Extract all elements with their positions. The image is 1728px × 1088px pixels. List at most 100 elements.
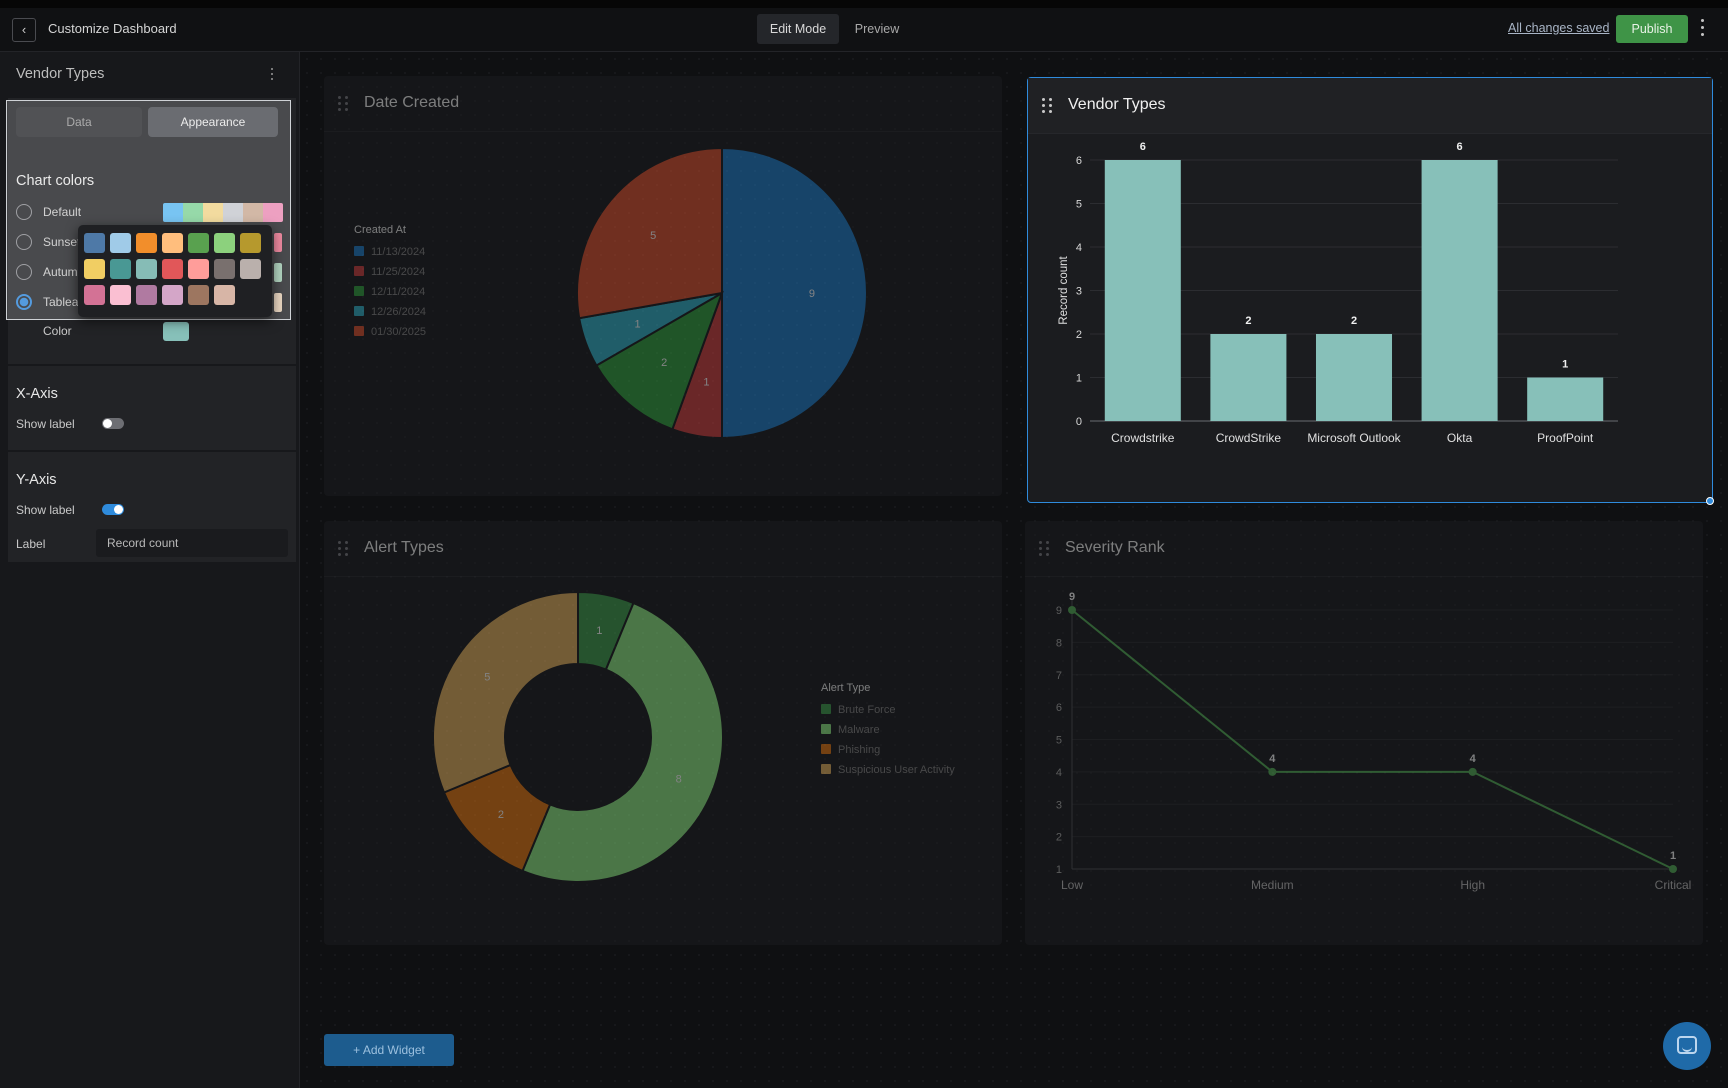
- palette-swatch[interactable]: [188, 259, 209, 279]
- drag-handle-icon[interactable]: [338, 541, 350, 557]
- tab-data[interactable]: Data: [16, 107, 142, 137]
- tab-preview[interactable]: Preview: [854, 22, 900, 36]
- pie-slice: [432, 590, 579, 794]
- x-tick-label: CrowdStrike: [1216, 431, 1282, 445]
- legend-swatch: [821, 744, 831, 754]
- y-axis-label-text: Label: [16, 537, 46, 551]
- drag-handle-icon[interactable]: [1039, 541, 1051, 557]
- pie-slice: [721, 146, 868, 440]
- tab-appearance[interactable]: Appearance: [148, 107, 278, 137]
- legend-label: Suspicious User Activity: [838, 764, 955, 776]
- palette-swatch[interactable]: [188, 285, 209, 305]
- legend-title: Alert Type: [821, 682, 870, 694]
- x-axis-heading: X-Axis: [16, 386, 58, 402]
- color-label: Color: [43, 324, 72, 338]
- autumn-scheme-swatches[interactable]: [274, 263, 282, 282]
- legend-swatch: [354, 246, 364, 256]
- point-value-label: 1: [1670, 850, 1676, 862]
- palette-swatch[interactable]: [136, 285, 157, 305]
- y-tick-label: 5: [1056, 735, 1062, 747]
- resize-handle[interactable]: [1706, 497, 1714, 505]
- widget-header: Date Created: [324, 76, 1002, 132]
- pie-slice: [521, 601, 724, 883]
- data-point: [1669, 865, 1677, 873]
- scheme-label-sunset: Sunset: [43, 235, 81, 249]
- scheme-label-autumn: Autumn: [43, 265, 85, 279]
- x-tick-label: Okta: [1447, 431, 1473, 445]
- tableau-scheme-swatches[interactable]: [274, 293, 282, 312]
- widget-title: Alert Types: [364, 539, 444, 556]
- palette-swatch[interactable]: [162, 259, 183, 279]
- widget-alert-types[interactable]: Alert Types 1 8 2 5 Alert Type Brute Force Mal…: [324, 521, 1002, 945]
- x-axis-show-label-text: Show label: [16, 417, 75, 431]
- y-axis-label-input[interactable]: Record count: [96, 529, 288, 557]
- data-point: [1068, 606, 1076, 614]
- save-status-link[interactable]: All changes saved: [1508, 21, 1610, 35]
- panel-title: Vendor Types: [16, 66, 105, 82]
- y-axis-section: Y-Axis Show label Label Record count: [8, 452, 296, 562]
- widget-header: Vendor Types: [1028, 78, 1712, 134]
- y-tick-label: 1: [1056, 864, 1062, 876]
- radio-sunset[interactable]: [16, 234, 32, 250]
- publish-button[interactable]: Publish: [1616, 15, 1688, 43]
- panel-menu-icon[interactable]: [270, 68, 274, 82]
- palette-swatch[interactable]: [214, 285, 235, 305]
- palette-swatch[interactable]: [214, 259, 235, 279]
- y-axis-label: Record count: [1058, 255, 1070, 324]
- palette-swatch[interactable]: [240, 233, 261, 253]
- radio-tableau[interactable]: [16, 294, 32, 310]
- palette-swatch[interactable]: [188, 233, 209, 253]
- point-value-label: 9: [1069, 591, 1075, 603]
- widget-date-created[interactable]: Date Created 9 1 2 1 5 Created At 11/13/2024 11…: [324, 76, 1002, 496]
- legend-swatch: [354, 306, 364, 316]
- palette-swatch[interactable]: [110, 233, 131, 253]
- palette-swatch[interactable]: [110, 259, 131, 279]
- x-axis-show-label-toggle[interactable]: [102, 418, 124, 429]
- bar: [1210, 334, 1287, 421]
- color-swatch[interactable]: [163, 322, 189, 341]
- legend-swatch: [821, 764, 831, 774]
- palette-swatch[interactable]: [136, 233, 157, 253]
- palette-row: [84, 285, 266, 305]
- legend-label: 12/11/2024: [371, 286, 425, 298]
- radio-default[interactable]: [16, 204, 32, 220]
- widget-vendor-types[interactable]: Vendor Types 0 1 2 3 4 5 6 6 Crowdstrike 2 CrowdSt…: [1027, 77, 1714, 505]
- palette-swatch[interactable]: [240, 259, 261, 279]
- chevron-left-icon[interactable]: ‹: [12, 18, 36, 42]
- y-tick-label: 3: [1056, 799, 1062, 811]
- x-tick-label: ProofPoint: [1537, 431, 1594, 445]
- slice-value-label: 5: [484, 671, 490, 683]
- y-tick-label: 7: [1056, 670, 1062, 682]
- sunset-scheme-swatches[interactable]: [274, 233, 282, 252]
- default-scheme-swatches[interactable]: [163, 203, 283, 222]
- scheme-label-tableau: Tableau: [43, 295, 86, 309]
- add-widget-button[interactable]: + Add Widget: [324, 1034, 454, 1066]
- x-tick-label: Medium: [1251, 878, 1294, 892]
- drag-handle-icon[interactable]: [1042, 98, 1054, 114]
- tab-edit-mode[interactable]: Edit Mode: [757, 14, 839, 44]
- y-axis-show-label-toggle[interactable]: [102, 504, 124, 515]
- palette-swatch[interactable]: [136, 259, 157, 279]
- palette-swatch[interactable]: [214, 233, 235, 253]
- widget-title: Severity Rank: [1065, 539, 1165, 556]
- slice-value-label: 9: [809, 288, 815, 300]
- palette-swatch[interactable]: [84, 259, 105, 279]
- y-tick-label: 4: [1076, 242, 1082, 254]
- bar-value-label: 2: [1351, 315, 1357, 327]
- more-options-icon[interactable]: [1699, 19, 1705, 39]
- y-axis-show-label-text: Show label: [16, 503, 75, 517]
- palette-swatch[interactable]: [84, 233, 105, 253]
- palette-swatch[interactable]: [162, 233, 183, 253]
- slice-value-label: 1: [703, 377, 709, 389]
- palette-row: [84, 259, 266, 279]
- chat-icon[interactable]: [1663, 1022, 1711, 1070]
- palette-swatch[interactable]: [162, 285, 183, 305]
- legend-label: Malware: [838, 724, 880, 736]
- widget-severity-rank[interactable]: Severity Rank 1 2 3 4 5 6 7 8 9 9 Low 4 Medium 4 High 1…: [1025, 521, 1703, 945]
- radio-autumn[interactable]: [16, 264, 32, 280]
- bar: [1421, 160, 1498, 421]
- palette-swatch[interactable]: [110, 285, 131, 305]
- palette-swatch[interactable]: [84, 285, 105, 305]
- point-value-label: 4: [1269, 753, 1276, 765]
- drag-handle-icon[interactable]: [338, 96, 350, 112]
